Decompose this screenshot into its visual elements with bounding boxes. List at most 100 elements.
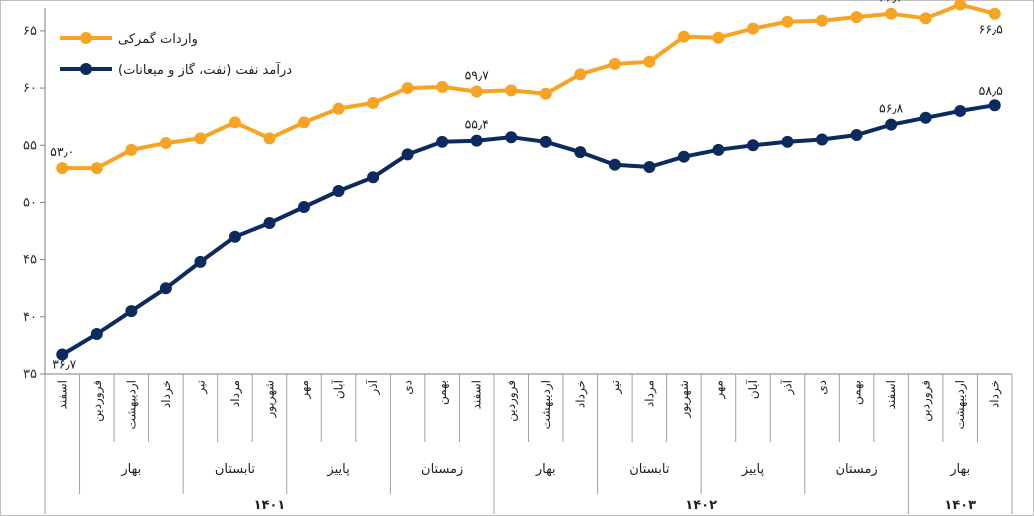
data-point <box>712 31 725 44</box>
data-point <box>194 132 207 145</box>
data-label: ۶۶٫۵ <box>979 22 1003 37</box>
data-point <box>332 185 345 197</box>
data-point <box>746 139 759 152</box>
data-point <box>919 12 932 25</box>
data-point <box>436 80 449 93</box>
x-tick-label: آبان <box>745 379 760 399</box>
y-tick-label: ۵۰ <box>23 195 37 210</box>
x-tick-label: مرداد <box>228 380 243 407</box>
x-tick-label: اسفند <box>55 380 69 409</box>
data-point <box>401 148 414 161</box>
data-point <box>539 87 552 100</box>
data-point <box>885 118 898 131</box>
data-point <box>505 131 518 144</box>
data-point <box>850 128 863 141</box>
data-point <box>90 327 103 340</box>
y-tick-label: ۵۵ <box>23 138 37 153</box>
data-point <box>781 135 794 148</box>
x-tick-label: بهمن <box>435 380 450 405</box>
data-label: ۳۶٫۷ <box>52 357 76 372</box>
data-point <box>228 230 241 243</box>
x-tick-label: شهریور <box>262 380 277 419</box>
data-point <box>367 171 380 184</box>
x-tick-label: مهر <box>297 380 312 400</box>
data-point <box>954 0 967 11</box>
data-point <box>954 104 967 117</box>
data-label: ۵۸٫۵ <box>979 83 1003 98</box>
y-tick-labels: ۳۵ ۴۰ ۴۵ ۵۰ ۵۵ ۶۰ ۶۵ <box>23 24 37 382</box>
x-tick-label: اردیبهشت <box>124 380 139 429</box>
x-tick-label: آذر <box>780 379 796 395</box>
season-label: زمستان <box>835 462 877 477</box>
season-label: پاییز <box>741 462 765 477</box>
data-point <box>746 22 759 35</box>
data-point <box>56 162 69 175</box>
data-labels: ۵۳٫۰۵۹٫۷۶۶٫۲۶۷٫۳۶۶٫۵۳۶٫۷۵۵٫۴۵۶٫۸۵۸٫۵ <box>50 0 1003 372</box>
x-tick-label: اردیبهشت <box>953 380 968 429</box>
data-point <box>712 143 725 156</box>
data-point <box>125 143 138 156</box>
data-label: ۵۵٫۴ <box>465 117 489 132</box>
legend-marker <box>80 63 92 75</box>
year-label: ۱۴۰۱ <box>254 498 286 513</box>
legend-marker <box>80 32 92 44</box>
data-label: ۶۶٫۲ <box>879 0 903 5</box>
year-label: ۱۴۰۲ <box>685 498 717 513</box>
data-point <box>298 116 311 129</box>
x-tick-label: مرداد <box>642 380 657 407</box>
legend-label: درآمد نفت (نفت، گاز و میعانات) <box>118 61 292 78</box>
x-tick-label: فروردین <box>504 380 519 422</box>
x-tick-label: خرداد <box>573 380 588 408</box>
data-point <box>125 305 138 318</box>
axes <box>40 8 1013 514</box>
data-point <box>56 348 69 361</box>
data-point <box>159 282 172 295</box>
data-point <box>677 150 690 163</box>
data-point <box>194 255 207 268</box>
data-point <box>263 217 276 230</box>
data-point <box>90 162 103 175</box>
y-tick-label: ۳۵ <box>23 367 37 382</box>
x-tick-label: اردیبهشت <box>539 380 554 429</box>
data-label: ۵۶٫۸ <box>879 101 903 116</box>
season-label: پاییز <box>326 462 350 477</box>
data-label: ۵۹٫۷ <box>465 67 489 82</box>
season-label: تابستان <box>629 462 670 477</box>
legend-label: واردات گمرکی <box>118 31 198 47</box>
data-point <box>505 84 518 97</box>
data-point <box>816 133 829 146</box>
data-point <box>539 135 552 148</box>
y-tick-label: ۴۵ <box>23 253 37 268</box>
season-label: بهار <box>120 462 141 477</box>
x-tick-label: شهریور <box>677 380 692 419</box>
data-point <box>608 58 621 71</box>
data-point <box>816 14 829 27</box>
y-tick-label: ۶۵ <box>23 24 37 39</box>
x-axis-categories: اسفند فروردین اردیبهشت خرداد تیر مرداد شهریور م… <box>55 379 1002 513</box>
x-tick-label: بهمن <box>850 380 865 405</box>
data-point <box>643 55 656 68</box>
data-point <box>988 7 1001 20</box>
data-point <box>263 132 276 145</box>
data-point <box>367 96 380 109</box>
y-tick-label: ۴۰ <box>23 310 37 325</box>
x-tick-label: تیر <box>193 380 208 395</box>
season-label: بهار <box>535 462 556 477</box>
series-line <box>61 103 996 357</box>
data-point <box>298 201 311 214</box>
x-tick-label: دی <box>401 380 415 395</box>
data-point <box>228 116 241 129</box>
data-point <box>988 99 1001 112</box>
data-point <box>436 135 449 148</box>
data-point <box>159 136 172 149</box>
data-point <box>643 160 656 173</box>
data-point <box>677 30 690 43</box>
data-point <box>574 68 587 81</box>
x-tick-label: مهر <box>711 380 726 400</box>
x-tick-label: فروردین <box>919 380 934 422</box>
data-point <box>401 82 414 95</box>
x-tick-label: اسفند <box>884 380 898 409</box>
data-point <box>332 102 345 115</box>
x-tick-label: تیر <box>608 380 623 395</box>
